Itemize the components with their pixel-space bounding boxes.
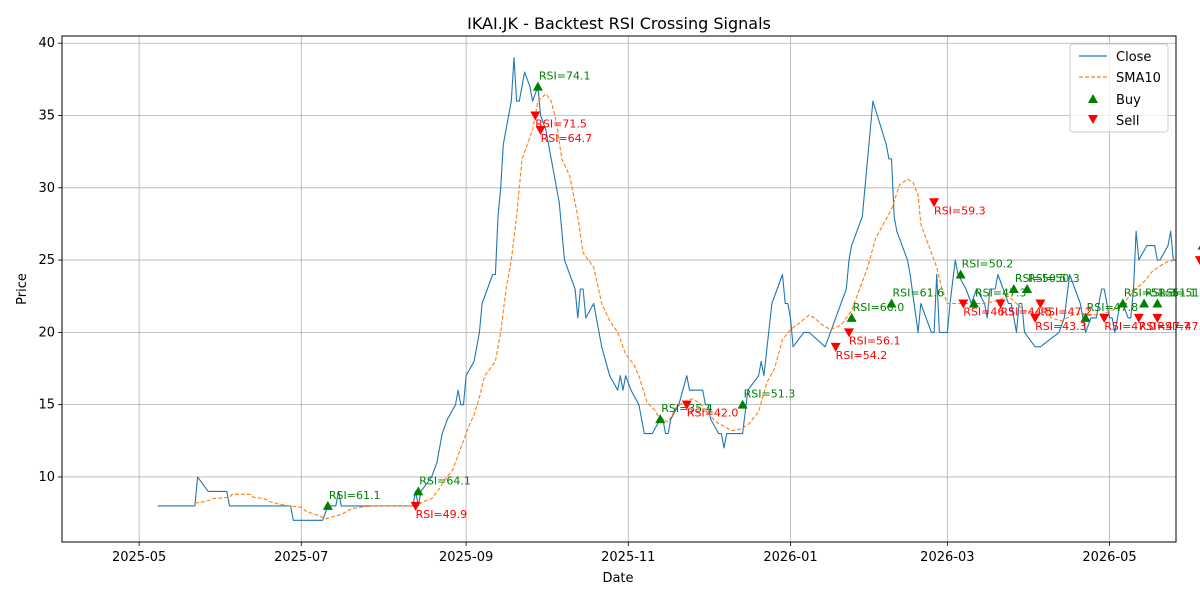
buy-signal-label: RSI=50.5: [1015, 272, 1067, 285]
legend-buy-marker: [1088, 94, 1098, 103]
buy-signal-label: RSI=50.2: [962, 258, 1014, 271]
buy-signal-marker: [1008, 284, 1019, 293]
buy-signal-marker: [1117, 298, 1128, 308]
buy-signal-marker: [886, 298, 897, 308]
series-line-close: [157, 57, 1176, 521]
buy-signal-label: RSI=51.3: [1124, 286, 1176, 299]
buy-signal-marker: [1152, 298, 1163, 308]
legend-sell-marker: [1088, 115, 1098, 124]
y-tick-label: 20: [38, 325, 55, 340]
buy-signal-marker: [846, 312, 857, 322]
sell-signal-label: RSI=59.3: [934, 204, 986, 217]
buy-signal-label: RSI=50.3: [1028, 272, 1080, 285]
sell-signal-marker: [681, 400, 692, 410]
buy-signal-label: RSI=51.1: [1145, 286, 1197, 299]
x-tick-label: 2025-11: [601, 550, 655, 565]
sell-signal-label: RSI=49.9: [416, 508, 468, 521]
sell-signal-label: RSI=42.0: [687, 407, 739, 420]
sell-signal-marker: [929, 198, 940, 208]
sell-signal-label: RSI=56.1: [849, 334, 901, 347]
x-axis-label: Date: [602, 571, 633, 586]
buy-signal-label: RSI=51.3: [744, 388, 796, 401]
x-tick-label: 2025-07: [274, 550, 328, 565]
y-tick-label: 40: [38, 36, 55, 51]
y-tick-label: 25: [38, 253, 55, 268]
sell-signal-marker: [530, 111, 541, 121]
sell-signal-label: RSI=64.7: [541, 132, 593, 145]
legend-close-label: Close: [1116, 50, 1151, 65]
sell-signal-marker: [1194, 256, 1200, 266]
buy-signal-label: RSI=74.1: [539, 70, 591, 83]
buy-signal-marker: [1197, 245, 1200, 250]
sell-signal-marker: [1035, 299, 1046, 309]
y-tick-label: 10: [38, 470, 55, 485]
sell-signal-marker: [830, 342, 841, 352]
x-tick-label: 2026-05: [1082, 550, 1136, 565]
buy-signal-marker: [322, 500, 333, 510]
x-tick-label: 2025-09: [439, 550, 493, 565]
sell-signal-marker: [995, 299, 1006, 309]
sell-signal-label: RSI=47.6: [1157, 320, 1200, 333]
sell-signal-marker: [1030, 313, 1041, 323]
legend-box: [1069, 43, 1169, 133]
buy-signal-label: RSI=64.1: [419, 474, 471, 487]
grid-lines: [62, 36, 1176, 542]
buy-signal-label: RSI=61.6: [893, 286, 945, 299]
buy-signal-label: RSI=61.1: [329, 489, 381, 502]
sell-signal-marker: [1133, 313, 1144, 323]
x-tick-label: 2025-05: [112, 550, 166, 565]
sell-signal-marker: [958, 299, 969, 309]
chart-title: IKAI.JK - Backtest RSI Crossing Signals: [467, 14, 771, 33]
buy-signal-marker: [968, 298, 979, 308]
buy-signal-label: RSI=51.5: [1158, 286, 1200, 299]
buy-signal-marker: [1080, 312, 1091, 322]
sell-signal-label: RSI=47.0: [1104, 320, 1156, 333]
x-tick-label: 2026-01: [763, 550, 817, 565]
sell-signal-label: RSI=43.3: [1035, 320, 1087, 333]
sell-signal-label: RSI=47.2: [1040, 305, 1092, 318]
sell-signal-label: RSI=47.7: [1139, 320, 1191, 333]
plot-area: RSI=61.1RSI=64.1RSI=74.1RSI=35.4RSI=51.3…: [157, 57, 1200, 521]
x-tick-label: 2026-03: [920, 550, 974, 565]
sell-signal-marker: [1099, 313, 1110, 323]
legend-sma10-label: SMA10: [1116, 71, 1161, 86]
sell-signal-marker: [1152, 313, 1163, 323]
buy-signal-marker: [655, 414, 666, 424]
y-tick-label: 15: [38, 398, 55, 413]
y-axis-label: Price: [15, 273, 30, 305]
buy-signal-marker: [1139, 298, 1150, 308]
buy-signal-marker: [413, 486, 424, 496]
legend: Close SMA10 Buy Sell: [1069, 43, 1169, 133]
sell-signal-marker: [410, 501, 421, 511]
sell-signal-label: RSI=71.5: [535, 118, 587, 131]
y-tick-label: 30: [38, 181, 55, 196]
sell-signal-label: RSI=46.5: [963, 305, 1015, 318]
buy-signal-marker: [532, 81, 543, 91]
sell-signal-label: RSI=54.2: [836, 349, 888, 362]
legend-sell-label: Sell: [1116, 114, 1139, 129]
y-tick-label: 35: [38, 109, 55, 124]
sell-signal-marker: [843, 328, 854, 338]
axes-frame: [61, 35, 1177, 543]
buy-signal-marker: [955, 269, 966, 279]
buy-signal-marker: [737, 399, 748, 409]
legend-buy-label: Buy: [1116, 93, 1141, 108]
axes-ticks: 10 15 20 25 30 35 40 2025-05 2025-07 2025-09 2025-…: [38, 36, 1136, 565]
buy-signal-marker: [1022, 284, 1033, 293]
sell-signal-marker: [535, 125, 546, 135]
buy-signal-label: RSI=47.8: [1087, 301, 1139, 314]
